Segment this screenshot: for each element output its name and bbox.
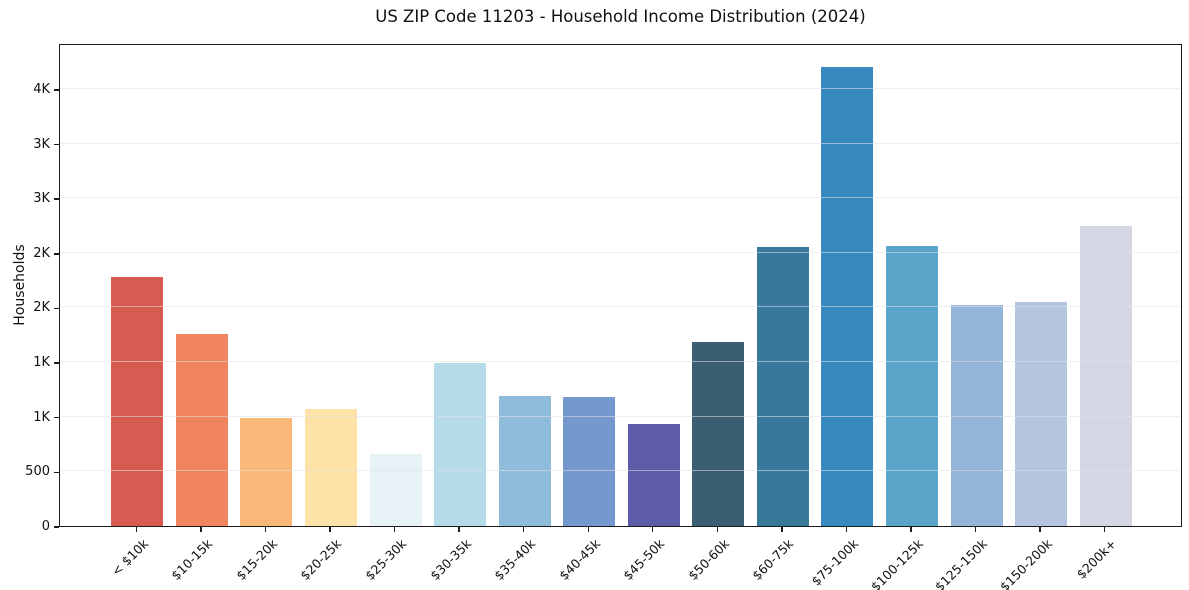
bar [821,67,874,526]
y-tick-mark [54,89,59,91]
y-tick-label: 3K [33,191,50,207]
chart-title: US ZIP Code 11203 - Household Income Dis… [375,7,866,26]
bar [240,417,293,526]
bar [756,247,809,526]
x-tick-label: $200k+ [949,533,1120,582]
x-tick-mark [781,527,783,532]
x-tick-mark [587,527,589,532]
y-tick-label: 1K [33,409,50,425]
y-tick-mark [54,253,59,255]
x-tick-mark [1039,527,1041,532]
y-tick-mark [54,198,59,200]
y-tick-label: 500 [25,464,50,480]
x-tick-mark [393,527,396,532]
y-tick-label: 3K [33,136,50,152]
x-tick-mark [652,527,654,532]
bar [434,363,487,526]
y-tick-label: 0 [41,519,50,534]
x-tick-mark [200,527,202,532]
bar [627,424,680,526]
gridline [60,87,1181,89]
y-tick-mark [54,526,59,528]
x-tick-mark [458,527,460,532]
y-tick-mark [54,417,59,419]
x-tick-mark [910,527,912,532]
x-tick-mark [845,527,848,532]
bar [1015,301,1068,526]
x-tick-mark [135,527,137,532]
x-tick-mark [522,527,525,532]
bar [950,305,1003,526]
y-tick-mark [54,362,59,364]
bar [175,333,228,526]
gridline [60,415,1181,417]
y-tick-label: 4K [33,81,50,97]
bar [498,395,551,526]
bar [886,246,939,526]
y-tick-label: 2K [33,245,50,261]
x-tick-mark [716,527,719,532]
gridline [60,197,1181,199]
gridline [60,470,1181,472]
x-tick-mark [1104,527,1106,532]
bar [1079,225,1132,526]
x-tick-mark [264,527,267,532]
plot-area [59,44,1182,527]
bar [369,453,422,526]
y-tick-mark [54,307,59,310]
bar [692,342,745,526]
gridline [60,306,1181,308]
bar [304,409,357,526]
gridline [60,251,1181,253]
y-tick-label: 2K [33,300,50,316]
y-tick-mark [54,143,59,146]
y-tick-label: 1K [33,355,50,371]
bar [563,396,616,526]
x-tick-mark [974,527,977,532]
gridline [60,142,1181,144]
bar [111,276,164,526]
x-tick-mark [329,527,331,532]
gridline [60,361,1181,363]
y-tick-mark [54,471,59,474]
x-tick-label-text: $200k+ [1073,536,1120,582]
